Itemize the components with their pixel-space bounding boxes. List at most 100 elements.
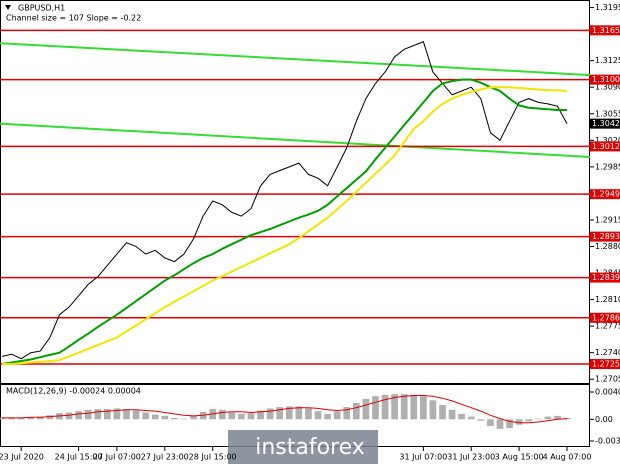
macd-bar — [544, 416, 552, 420]
macd-bar — [238, 413, 245, 420]
level-label-box — [590, 272, 620, 283]
macd-bar — [84, 409, 92, 420]
y-tick-label: -0.00319 — [595, 437, 620, 446]
y-tick-label: 1.3125 — [595, 56, 620, 65]
macd-bar — [65, 412, 73, 420]
y-tick-label: 1.2775 — [595, 322, 620, 331]
x-tick-label: 31 Jul 07:00 — [399, 453, 447, 462]
macd-bar — [448, 409, 456, 420]
watermark-bg — [228, 430, 378, 464]
level-label: 1.2893 — [592, 232, 620, 241]
macd-bar — [324, 413, 331, 420]
level-label-box — [590, 189, 620, 200]
macd-bar — [391, 394, 398, 420]
macd-bar — [285, 406, 293, 420]
title-arrow — [5, 5, 11, 10]
macd-bar — [305, 408, 312, 420]
macd-bar — [333, 411, 341, 420]
chart-title: GBPUSD,H1 — [18, 4, 65, 13]
macd-bar — [190, 415, 197, 420]
current-price-label: 1.3042 — [592, 119, 620, 128]
price-line — [1, 41, 568, 360]
channel-line — [0, 42, 591, 77]
level-label: 1.2839 — [592, 273, 620, 282]
y-tick-label: 0.00 — [595, 415, 613, 424]
x-tick-label: 28 Jul 15:00 — [189, 453, 237, 462]
watermark: instaforex — [255, 435, 365, 460]
level-label: 1.3100 — [592, 75, 620, 84]
macd-bar — [429, 400, 437, 420]
y-tick-label: 1.2880 — [595, 242, 620, 251]
x-tick-label: 24 Jul 15:00 — [55, 453, 103, 462]
macd-bar — [17, 417, 25, 420]
current-price-box — [590, 118, 620, 129]
y-tick-label: 1.2985 — [595, 162, 620, 171]
macd-title: MACD(12,26,9) -0.00024 0.00004 — [6, 387, 141, 396]
macd-bar — [276, 407, 284, 420]
level-label-box — [590, 359, 620, 370]
y-tick-label: 1.2915 — [595, 215, 620, 224]
level-label-box — [590, 231, 620, 242]
y-tick-label: 1.3195 — [595, 3, 620, 12]
macd-bar — [506, 419, 513, 429]
channel-line — [0, 122, 591, 158]
x-tick-label: 31 Jul 23:00 — [447, 453, 495, 462]
macd-bar — [103, 409, 111, 420]
macd-bar — [161, 415, 169, 420]
macd-bar — [151, 414, 159, 420]
macd-bar — [180, 418, 188, 420]
macd-bar — [218, 409, 226, 420]
level-label: 1.3012 — [592, 142, 620, 151]
macd-bar — [554, 415, 561, 420]
level-label-box — [590, 74, 620, 85]
macd-bar — [420, 396, 427, 420]
macd-bar — [534, 418, 542, 420]
macd-bar — [496, 419, 504, 429]
x-tick-label: 27 Jul 07:00 — [93, 453, 141, 462]
macd-bar — [487, 419, 494, 427]
macd-bar — [46, 415, 54, 420]
macd-bar — [439, 405, 446, 420]
macd-bar — [352, 402, 360, 420]
macd-bar — [247, 413, 255, 420]
macd-bar — [295, 406, 303, 420]
signal-line — [2, 395, 568, 424]
macd-bar — [467, 416, 475, 420]
macd-bar — [372, 396, 379, 420]
macd-bar — [362, 398, 370, 420]
x-tick-label: 4 Aug 07:00 — [543, 453, 592, 462]
y-tick-label: 1.3020 — [595, 136, 620, 145]
level-label-box — [590, 25, 620, 36]
x-tick-label: 3 Aug 15:00 — [495, 453, 544, 462]
y-tick-label: 1.2740 — [595, 348, 620, 357]
level-label: 1.2725 — [592, 360, 620, 369]
macd-bar — [171, 417, 178, 420]
macd-bar — [343, 407, 351, 420]
macd-bar — [142, 412, 149, 420]
macd-bar — [257, 410, 264, 420]
moving-average — [2, 86, 568, 365]
moving-average — [1, 78, 567, 365]
macd-bar — [36, 416, 44, 420]
y-tick-label: 1.3055 — [595, 109, 620, 118]
macd-bar — [113, 408, 121, 420]
level-label-box — [590, 312, 620, 323]
main-panel — [0, 0, 590, 384]
macd-bar — [458, 413, 466, 420]
macd-bar — [0, 417, 6, 420]
x-tick-label: 23 Jul 2020 — [0, 453, 44, 462]
macd-bar — [477, 419, 485, 421]
macd-bar — [400, 394, 408, 420]
level-label-box — [590, 141, 620, 152]
macd-bar — [266, 408, 274, 420]
macd-bar — [515, 419, 523, 425]
level-label: 1.2786 — [592, 313, 620, 322]
macd-bar — [381, 394, 389, 420]
y-tick-label: 1.2810 — [595, 295, 620, 304]
level-label: 1.3165 — [592, 26, 620, 35]
macd-bar — [410, 394, 418, 420]
macd-bar — [132, 410, 140, 420]
y-tick-label: 1.2705 — [595, 375, 620, 384]
level-label: 1.2949 — [592, 190, 620, 199]
